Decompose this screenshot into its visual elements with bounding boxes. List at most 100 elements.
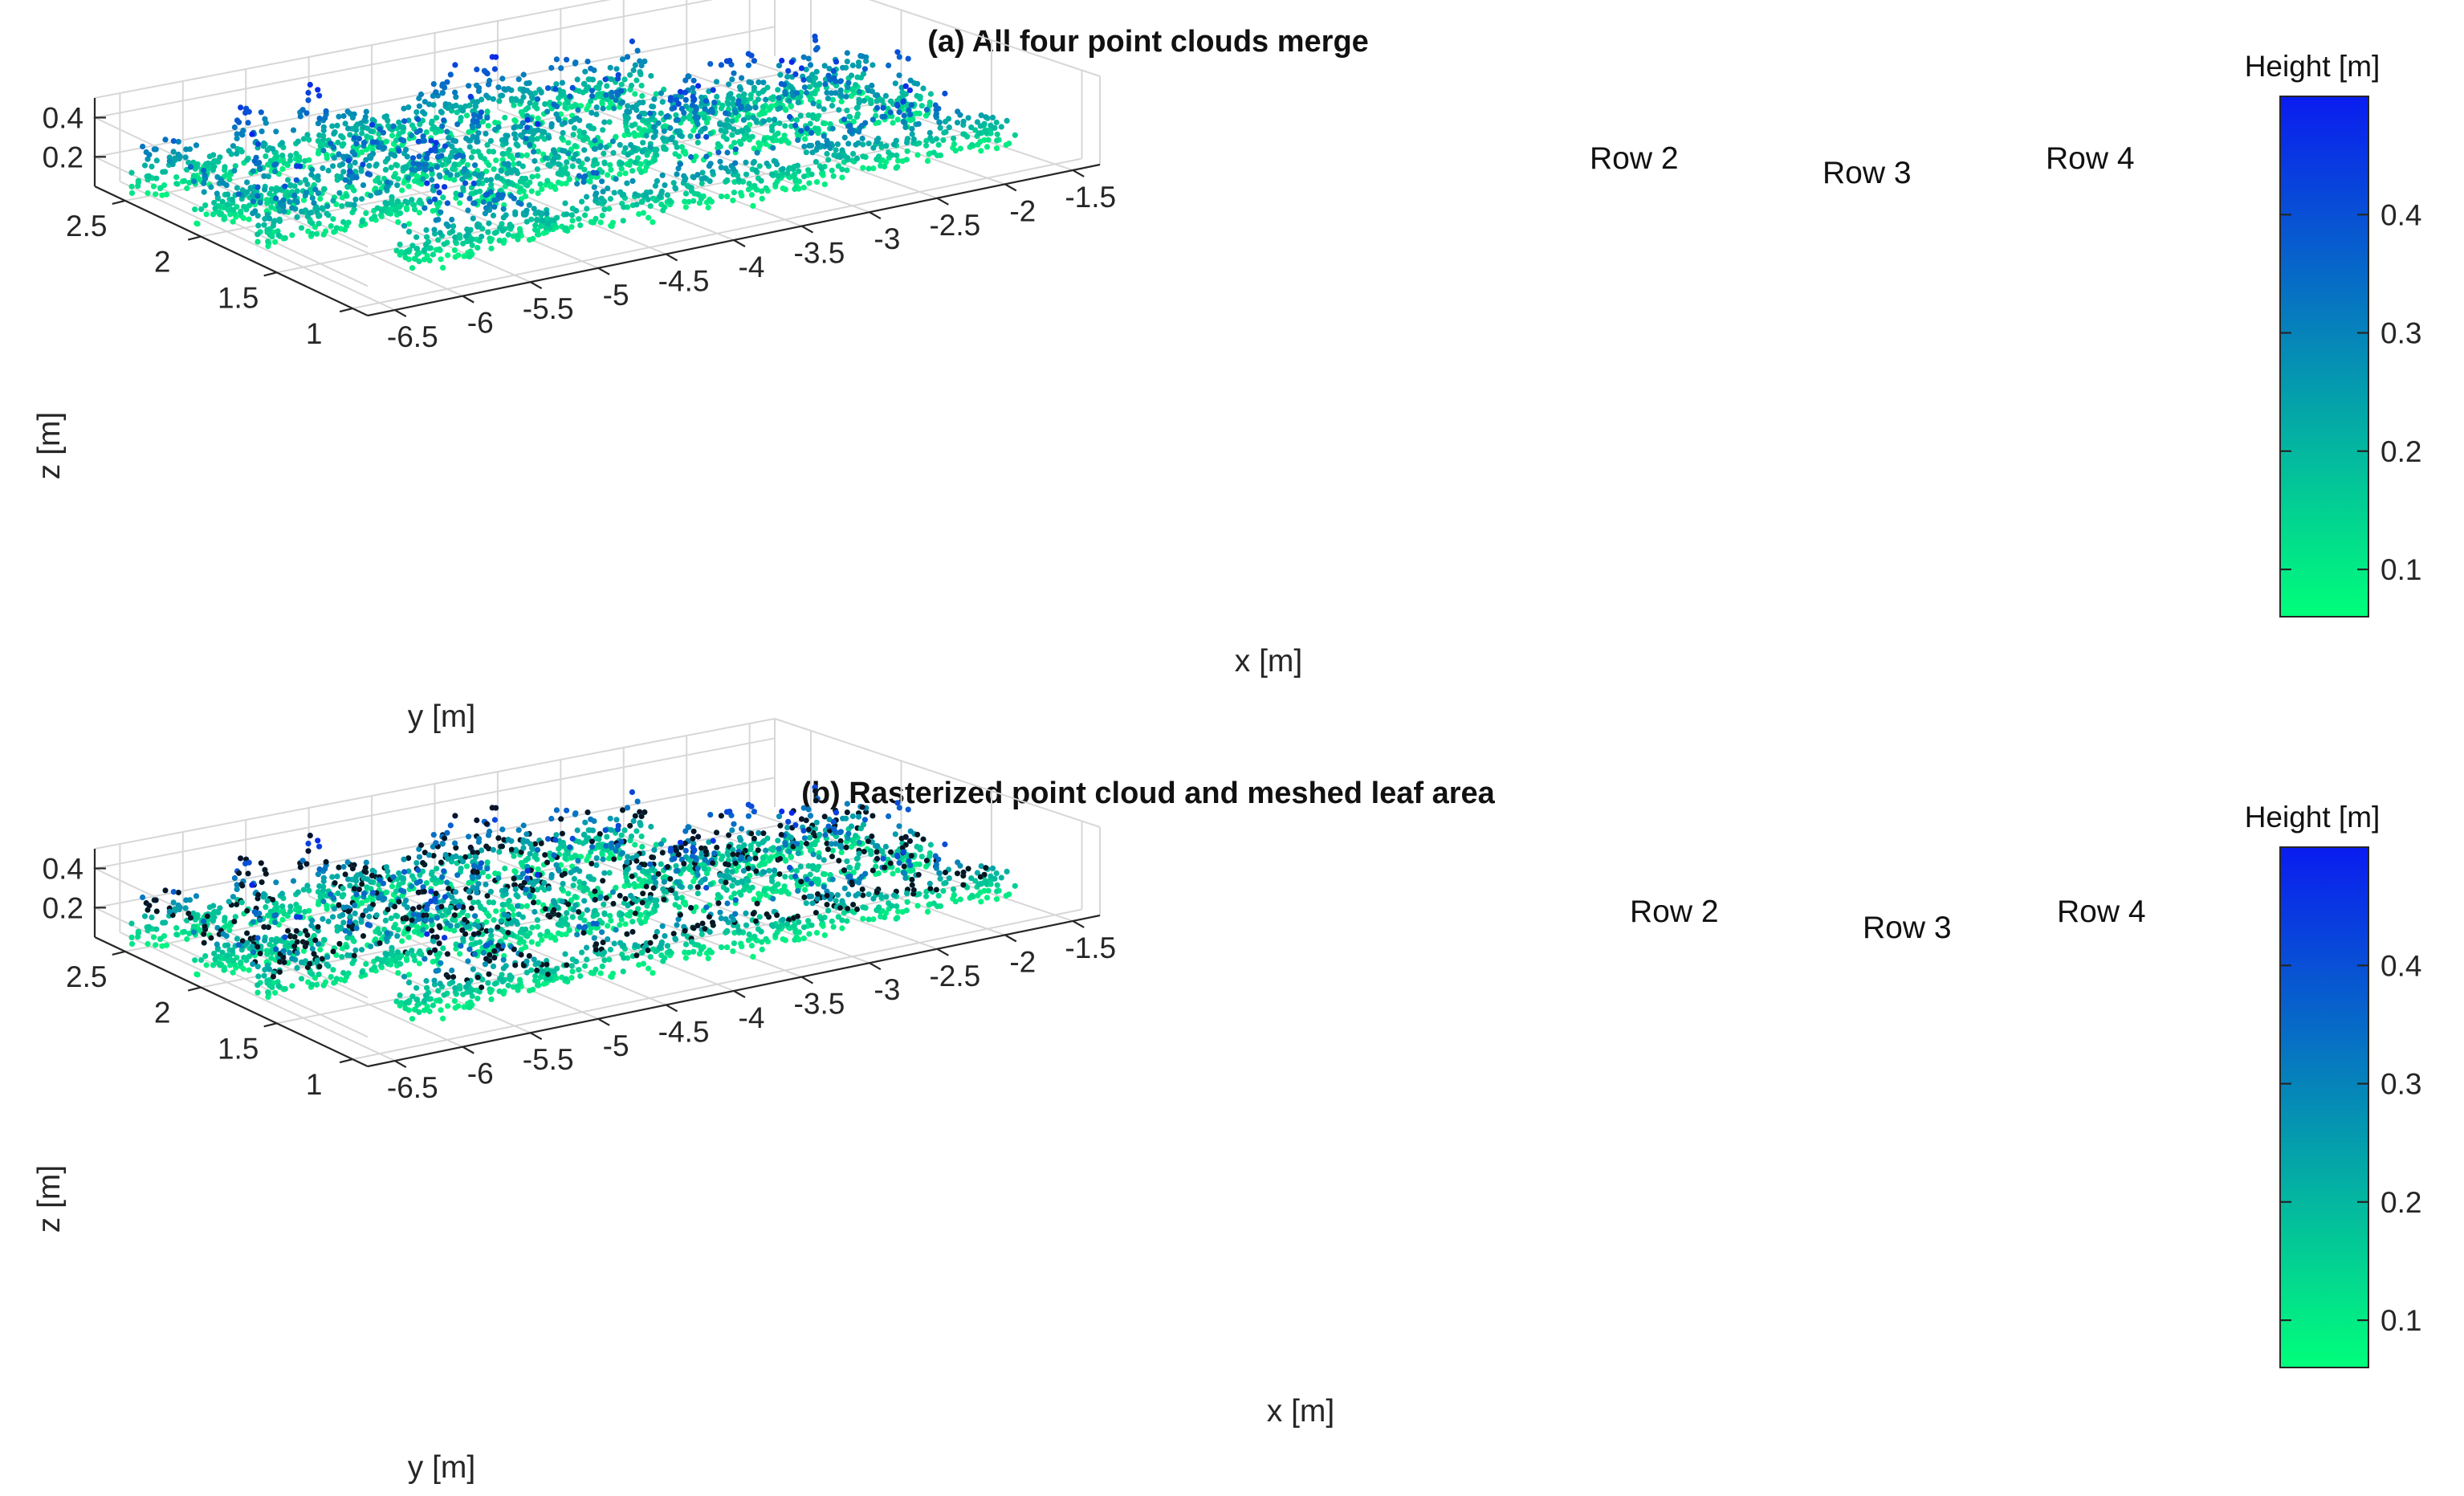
- data-point: [908, 102, 914, 108]
- data-point: [559, 135, 565, 141]
- data-point: [420, 108, 426, 116]
- data-point: [349, 115, 356, 121]
- data-point: [685, 824, 691, 830]
- data-point: [320, 887, 327, 894]
- data-point: [483, 92, 490, 99]
- data-point: [436, 246, 442, 252]
- data-point: [658, 861, 664, 867]
- mesh-patch: [812, 833, 818, 839]
- data-point: [360, 182, 367, 189]
- data-point: [307, 190, 314, 196]
- data-point: [628, 833, 635, 840]
- data-point: [657, 194, 663, 200]
- data-point: [743, 159, 749, 165]
- data-point: [610, 149, 617, 156]
- data-point: [401, 856, 407, 862]
- data-point: [813, 37, 819, 43]
- mesh-patch: [297, 864, 303, 870]
- data-point: [429, 171, 435, 177]
- data-point: [481, 156, 487, 162]
- data-point: [511, 102, 517, 108]
- data-point: [589, 88, 596, 94]
- data-point: [276, 186, 283, 193]
- data-point: [244, 179, 250, 185]
- data-point: [439, 874, 446, 880]
- data-point: [234, 936, 240, 942]
- data-point: [499, 227, 506, 234]
- data-point: [792, 71, 799, 78]
- data-point: [814, 145, 821, 151]
- data-point: [682, 177, 688, 183]
- mesh-patch: [350, 866, 356, 871]
- data-point: [638, 83, 645, 89]
- data-point: [584, 59, 591, 65]
- data-point: [315, 889, 321, 895]
- data-point: [417, 872, 423, 878]
- data-point: [440, 264, 446, 271]
- data-point: [453, 94, 459, 100]
- data-point: [678, 895, 686, 901]
- data-point: [530, 881, 536, 888]
- data-point: [264, 898, 271, 904]
- mesh-patch: [748, 830, 755, 837]
- data-point: [564, 850, 571, 857]
- data-point: [597, 219, 604, 226]
- data-point: [338, 173, 344, 180]
- data-point: [297, 163, 303, 169]
- data-point: [776, 120, 783, 127]
- data-point: [460, 185, 466, 191]
- data-point: [334, 873, 340, 879]
- data-point: [287, 182, 294, 189]
- data-point: [470, 875, 476, 882]
- data-point: [803, 89, 810, 96]
- data-point: [553, 862, 560, 868]
- data-point: [748, 52, 755, 59]
- data-point: [320, 165, 326, 171]
- data-point: [264, 200, 271, 206]
- data-point: [589, 827, 597, 834]
- point-cloud-mesh: [128, 784, 1018, 1022]
- data-point: [974, 119, 980, 125]
- data-point: [226, 927, 233, 933]
- x-tick: [462, 295, 474, 304]
- data-point: [605, 185, 611, 192]
- data-point: [359, 196, 365, 202]
- data-point: [714, 93, 720, 100]
- data-point: [870, 116, 876, 123]
- data-point: [734, 128, 740, 136]
- data-point: [572, 151, 579, 157]
- data-point: [413, 246, 420, 252]
- data-point: [786, 98, 792, 104]
- mesh-patch: [201, 940, 207, 946]
- mesh-patch: [511, 875, 517, 882]
- data-point: [293, 177, 299, 183]
- data-point: [362, 114, 369, 120]
- data-point: [429, 922, 435, 928]
- data-point: [477, 113, 483, 120]
- data-point: [363, 859, 369, 866]
- data-point: [618, 81, 625, 88]
- data-point: [170, 899, 177, 906]
- data-point: [806, 180, 813, 186]
- data-point: [263, 120, 269, 126]
- data-point: [454, 172, 461, 178]
- data-point: [647, 110, 654, 116]
- data-point: [647, 144, 654, 150]
- data-point: [614, 842, 621, 849]
- data-point: [268, 936, 275, 943]
- data-point: [170, 138, 177, 145]
- data-point: [128, 920, 135, 927]
- y-axis-line: [94, 936, 369, 1067]
- data-point: [503, 136, 509, 142]
- data-point: [520, 211, 527, 218]
- data-point: [640, 140, 646, 146]
- y-tick: [263, 1022, 277, 1028]
- data-point: [529, 173, 536, 180]
- data-point: [630, 67, 637, 74]
- data-point: [529, 924, 536, 931]
- data-point: [484, 142, 491, 149]
- data-point: [530, 130, 536, 137]
- x-tick-labels: -6.5 -6 -5.5 -5 -4.5 -4 -3.5 -3 -2.5 -2 -1.5: [387, 169, 1116, 353]
- data-point: [931, 149, 937, 156]
- data-point: [682, 89, 689, 96]
